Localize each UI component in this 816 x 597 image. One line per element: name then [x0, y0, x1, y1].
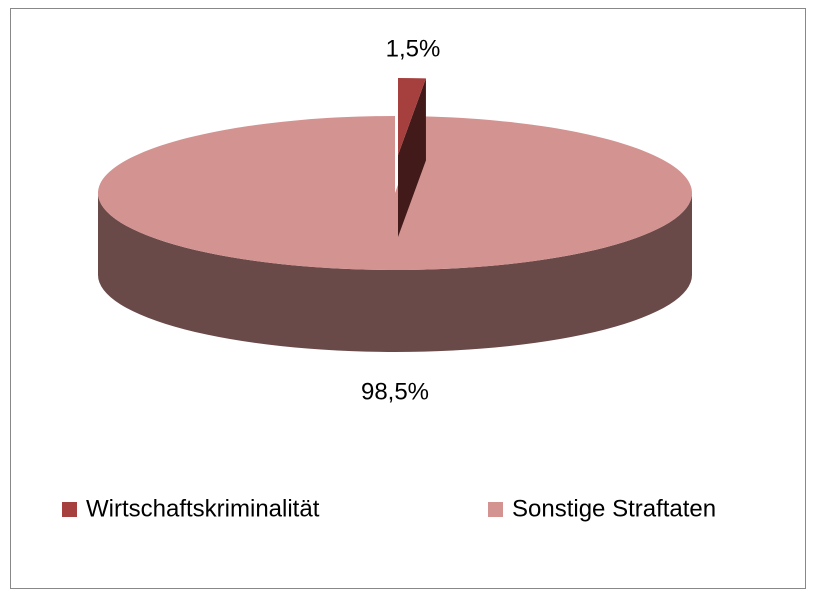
- pie-slice: [97, 116, 692, 270]
- data-label: 98,5%: [361, 378, 429, 405]
- legend-swatch: [62, 502, 77, 517]
- data-label: 1,5%: [386, 35, 441, 62]
- pie-slice: [398, 78, 426, 155]
- legend-label: Wirtschaftskriminalität: [86, 495, 320, 522]
- pie-side: [98, 193, 692, 352]
- pie-cut-face: [398, 78, 426, 237]
- legend-swatch: [488, 502, 503, 517]
- legend-label: Sonstige Straftaten: [512, 495, 716, 522]
